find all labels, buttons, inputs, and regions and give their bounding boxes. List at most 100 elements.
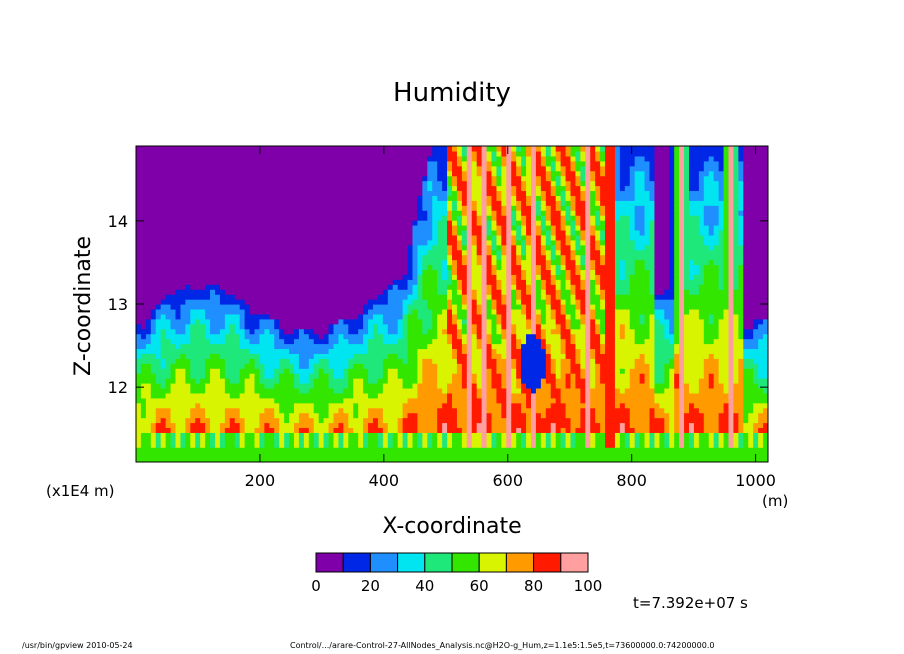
heatmap-cell	[155, 150, 162, 157]
heatmap-cell	[234, 363, 241, 369]
heatmap-cell	[254, 264, 261, 271]
heatmap-cell	[471, 383, 478, 389]
heatmap-cell	[476, 220, 483, 226]
heatmap-cell	[303, 378, 310, 384]
heatmap-cell	[333, 195, 340, 201]
heatmap-cell	[160, 427, 167, 433]
heatmap-cell	[368, 279, 374, 285]
heatmap-cell	[210, 318, 216, 325]
heatmap-cell	[185, 234, 191, 241]
heatmap-cell	[476, 392, 483, 399]
heatmap-cell	[269, 294, 275, 300]
heatmap-cell	[219, 170, 226, 177]
heatmap-cell	[496, 210, 502, 216]
heatmap-cell	[136, 259, 142, 266]
heatmap-cell	[234, 333, 241, 340]
heatmap-cell	[501, 244, 507, 251]
heatmap-cell	[215, 442, 221, 448]
heatmap-cell	[353, 249, 359, 256]
heatmap-cell	[165, 378, 172, 384]
heatmap-cell	[461, 259, 468, 266]
heatmap-cell	[284, 378, 290, 384]
heatmap-cell	[195, 195, 201, 201]
heatmap-cell	[452, 155, 458, 162]
heatmap-cell	[274, 185, 280, 192]
heatmap-cell	[432, 279, 438, 285]
heatmap-cell	[471, 146, 478, 152]
heatmap-cell	[308, 402, 315, 409]
heatmap-cell	[353, 215, 359, 221]
heatmap-cell	[437, 244, 443, 251]
heatmap-cell	[461, 318, 468, 325]
heatmap-cell	[417, 452, 423, 458]
heatmap-cell	[289, 427, 295, 433]
heatmap-cell	[392, 274, 399, 280]
heatmap-cell	[397, 348, 404, 354]
heatmap-cell	[195, 299, 201, 305]
heatmap-cell	[427, 427, 433, 433]
heatmap-cell	[308, 195, 315, 201]
heatmap-cell	[456, 437, 463, 443]
heatmap-cell	[496, 437, 502, 443]
heatmap-cell	[254, 259, 261, 266]
heatmap-cell	[269, 308, 275, 315]
heatmap-cell	[382, 185, 389, 192]
heatmap-cell	[437, 452, 443, 458]
heatmap-cell	[145, 452, 152, 458]
heatmap-cell	[491, 160, 498, 167]
heatmap-cell	[412, 146, 419, 152]
heatmap-cell	[259, 333, 265, 340]
heatmap-cell	[165, 239, 172, 246]
heatmap-cell	[200, 383, 206, 389]
heatmap-cell	[170, 249, 177, 256]
heatmap-cell	[244, 234, 251, 241]
heatmap-cell	[318, 249, 325, 256]
heatmap-cell	[200, 284, 206, 290]
heatmap-cell	[363, 323, 369, 330]
heatmap-cell	[397, 452, 404, 458]
heatmap-cell	[511, 308, 517, 315]
heatmap-cell	[185, 412, 191, 419]
heatmap-cell	[397, 249, 404, 256]
heatmap-cell	[289, 452, 295, 458]
heatmap-cell	[382, 442, 389, 448]
heatmap-cell	[452, 205, 458, 211]
heatmap-cell	[145, 427, 152, 433]
heatmap-cell	[254, 195, 261, 201]
heatmap-cell	[447, 195, 453, 201]
heatmap-cell	[407, 205, 414, 211]
heatmap-cell	[136, 249, 142, 256]
heatmap-cell	[476, 452, 483, 458]
heatmap-cell	[471, 165, 478, 172]
heatmap-cell	[155, 259, 162, 266]
heatmap-cell	[259, 407, 265, 414]
heatmap-cell	[249, 180, 256, 187]
heatmap-cell	[195, 190, 201, 196]
heatmap-cell	[402, 392, 409, 399]
heatmap-cell	[215, 437, 221, 443]
heatmap-cell	[402, 304, 409, 310]
heatmap-cell	[210, 150, 216, 157]
heatmap-cell	[437, 442, 443, 448]
heatmap-cell	[506, 244, 512, 251]
heatmap-cell	[422, 165, 428, 172]
heatmap-cell	[387, 412, 394, 419]
heatmap-cell	[136, 457, 142, 462]
heatmap-cell	[229, 244, 236, 251]
heatmap-cell	[368, 333, 374, 340]
heatmap-cell	[461, 437, 468, 443]
heatmap-cell	[160, 274, 167, 280]
heatmap-cell	[506, 294, 512, 300]
heatmap-cell	[155, 432, 162, 438]
heatmap-cell	[160, 190, 167, 196]
heatmap-cell	[215, 274, 221, 280]
heatmap-cell	[160, 358, 167, 364]
heatmap-cell	[328, 407, 335, 414]
heatmap-cell	[279, 432, 285, 438]
heatmap-cell	[437, 146, 443, 152]
heatmap-cell	[254, 328, 261, 335]
heatmap-cell	[348, 328, 354, 335]
heatmap-cell	[249, 205, 256, 211]
heatmap-cell	[170, 407, 177, 414]
heatmap-cell	[234, 150, 241, 157]
